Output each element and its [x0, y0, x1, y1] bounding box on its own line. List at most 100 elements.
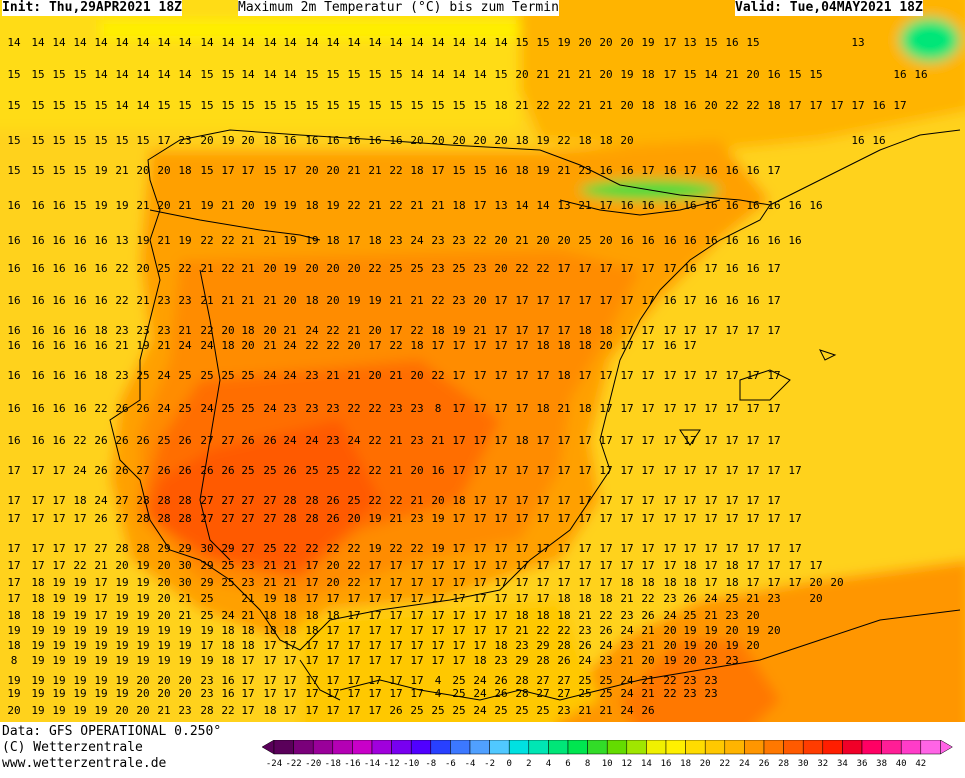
temperature-value: 18 [557, 609, 570, 622]
temperature-value: 22 [221, 234, 234, 247]
temperature-value: 17 [767, 576, 780, 589]
temperature-value: 19 [115, 592, 128, 605]
temperature-value: 17 [663, 402, 676, 415]
temperature-value: 25 [452, 674, 465, 687]
temperature-value: 17 [830, 99, 843, 112]
temperature-value: 19 [73, 576, 86, 589]
legend-tick-label: 24 [739, 759, 750, 769]
temperature-value: 19 [94, 639, 107, 652]
temperature-value: 24 [263, 402, 277, 415]
temperature-value: 15 [704, 36, 717, 49]
temperature-value: 26 [599, 624, 612, 637]
temperature-value: 17 [7, 576, 20, 589]
temperature-value: 17 [641, 402, 654, 415]
temperature-value: 22 [663, 687, 676, 700]
temperature-value: 17 [515, 324, 528, 337]
temperature-value: 22 [599, 609, 612, 622]
temperature-value: 22 [347, 199, 360, 212]
temperature-value: 22 [115, 262, 128, 275]
temperature-value: 17 [683, 464, 696, 477]
temperature-value: 19 [200, 624, 213, 637]
temperature-value: 17 [473, 199, 486, 212]
temperature-value: 18 [241, 624, 254, 637]
legend-tick-label: -6 [445, 759, 456, 769]
temperature-value: 22 [347, 464, 360, 477]
temperature-value: 20 [136, 687, 149, 700]
temperature-value: 20 [599, 339, 612, 352]
temperature-value: 16 [347, 134, 360, 147]
legend-tick-label: -14 [364, 759, 380, 769]
temperature-value: 16 [305, 134, 318, 147]
temperature-value: 17 [283, 674, 296, 687]
temperature-value: 18 [94, 369, 107, 382]
temperature-value: 17 [557, 542, 570, 555]
temperature-value: 19 [178, 654, 191, 667]
temperature-value: 20 [241, 134, 254, 147]
temperature-value: 18 [536, 339, 549, 352]
temperature-value: 17 [599, 576, 612, 589]
temperature-value: 17 [536, 576, 549, 589]
temperature-value: 18 [73, 494, 86, 507]
temperature-value: 27 [200, 494, 213, 507]
temperature-value: 17 [94, 576, 107, 589]
temperature-value: 17 [7, 559, 20, 572]
temperature-value: 17 [599, 512, 612, 525]
temperature-value: 14 [473, 36, 487, 49]
temperature-value: 21 [283, 324, 296, 337]
temperature-value: 23 [704, 674, 717, 687]
temperature-value: 20 [200, 134, 213, 147]
temperature-value: 26 [389, 704, 402, 717]
temperature-value: 17 [704, 434, 717, 447]
legend-tick-label: 42 [915, 759, 926, 769]
temperature-value: 14 [283, 68, 297, 81]
legend-swatch [783, 740, 804, 755]
temperature-value: 20 [620, 134, 633, 147]
temperature-value: 17 [305, 704, 318, 717]
temperature-value: 21 [221, 294, 234, 307]
temperature-value: 19 [557, 36, 570, 49]
temperature-value: 17 [641, 262, 654, 275]
temperature-value: 19 [136, 609, 149, 622]
legend-swatch [293, 740, 314, 755]
website-link[interactable]: www.wetterzentrale.de [2, 756, 167, 771]
temperature-value: 19 [431, 542, 444, 555]
temperature-value: 21 [283, 576, 296, 589]
temperature-value: 26 [494, 687, 507, 700]
temperature-value: 17 [578, 576, 591, 589]
temperature-value: 17 [536, 434, 549, 447]
temperature-value: 19 [52, 576, 65, 589]
temperature-value: 16 [73, 324, 86, 337]
temperature-value: 17 [536, 324, 549, 337]
temperature-value: 25 [536, 704, 549, 717]
temperature-value: 17 [431, 624, 444, 637]
temperature-value: 14 [452, 36, 466, 49]
temperature-value: 17 [94, 592, 107, 605]
temperature-value: 23 [178, 134, 191, 147]
temperature-value: 19 [73, 654, 86, 667]
temperature-value: 19 [283, 262, 296, 275]
temperature-value: 17 [431, 654, 444, 667]
temperature-value: 15 [73, 68, 86, 81]
temperature-value: 19 [31, 639, 44, 652]
temperature-value: 26 [683, 592, 696, 605]
temperature-value: 20 [326, 164, 339, 177]
temperature-value: 17 [52, 559, 65, 572]
temperature-value: 18 [725, 576, 738, 589]
temperature-value: 19 [157, 654, 170, 667]
temperature-value: 19 [94, 654, 107, 667]
temperature-value: 17 [347, 609, 360, 622]
temperature-value: 24 [620, 704, 634, 717]
temperature-value: 20 [326, 576, 339, 589]
temperature-value: 22 [326, 324, 339, 337]
temperature-value: 17 [473, 339, 486, 352]
temperature-value: 29 [515, 654, 528, 667]
temperature-value: 17 [241, 704, 254, 717]
legend-tick-label: 4 [546, 759, 551, 769]
temperature-value: 17 [620, 369, 633, 382]
temperature-value: 23 [157, 294, 170, 307]
temperature-value: 17 [389, 624, 402, 637]
temperature-value: 29 [221, 542, 234, 555]
data-source-label: Data: GFS OPERATIONAL 0.250° [2, 724, 222, 739]
temperature-value: 17 [473, 609, 486, 622]
temperature-value: 21 [115, 339, 128, 352]
